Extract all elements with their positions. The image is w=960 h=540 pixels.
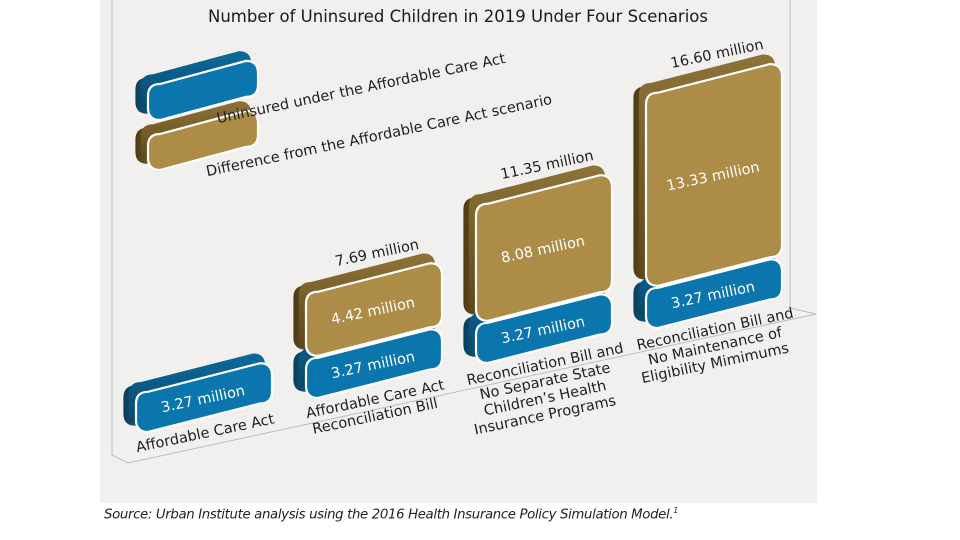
legend-swatch-difference (135, 101, 260, 172)
bar-difference-4-face (644, 63, 784, 287)
source-footnote: 1 (673, 506, 678, 515)
bar-uninsured-3 (463, 284, 614, 365)
source-note: Source: Urban Institute analysis using t… (104, 506, 678, 522)
bar-difference-3 (463, 165, 614, 322)
legend: Uninsured under the Affordable Care ActD… (135, 51, 554, 180)
bar-uninsured-1-face (134, 362, 274, 434)
chart-panel: Number of Uninsured Children in 2019 Und… (100, 0, 817, 503)
chart: Number of Uninsured Children in 2019 Und… (111, 0, 817, 464)
bar-uninsured-1 (123, 353, 274, 434)
bar-uninsured-4-face (644, 258, 784, 330)
bar-difference-4 (633, 54, 784, 287)
source-text: Source: Urban Institute analysis using t… (104, 507, 674, 523)
legend-swatch-uninsured-face (146, 59, 260, 122)
bar-difference-3-face (474, 174, 614, 322)
bar-uninsured-2-face (304, 328, 444, 400)
bar-uninsured-4 (633, 249, 784, 330)
bar-uninsured-2 (293, 319, 444, 400)
floor-line (111, 307, 817, 464)
chart-title: Number of Uninsured Children in 2019 Und… (208, 7, 708, 26)
bar-difference-2-face (304, 262, 444, 357)
chart-frame (111, 0, 817, 464)
legend-swatch-difference-face (146, 109, 260, 172)
bar-uninsured-3-face (474, 293, 614, 365)
legend-swatch-uninsured (135, 51, 260, 122)
bar-difference-2 (293, 253, 444, 357)
